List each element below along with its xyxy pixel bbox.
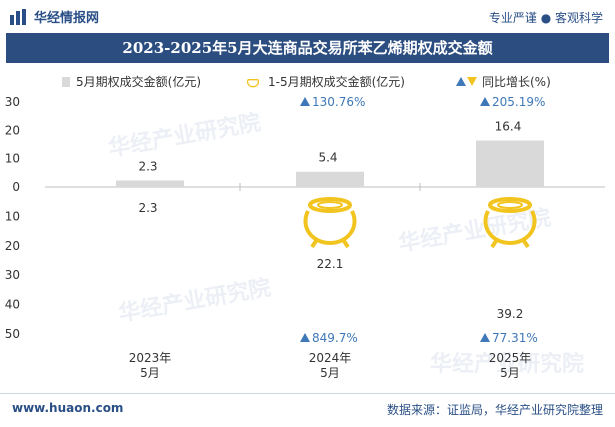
footer-divider: [0, 393, 615, 394]
bar-monthly: [476, 140, 544, 187]
growth-label-monthly: 130.76%: [312, 95, 365, 109]
top-bar: 华经情报网 专业严谨 ● 客观科学: [0, 0, 615, 32]
growth-label-cumulative: 77.31%: [492, 331, 538, 345]
y-tick-label: 0: [12, 180, 20, 194]
data-label-monthly: 16.4: [495, 120, 522, 134]
legend-swatch-monthly: [62, 77, 70, 87]
gold-pot-icon: [303, 197, 357, 249]
slogan: 专业严谨 ● 客观科学: [488, 11, 603, 25]
footer-source: 数据来源：证监局，华经产业研究院整理: [386, 403, 603, 417]
y-tick-label: 30: [5, 95, 20, 109]
bar-monthly: [296, 171, 364, 187]
brand-name: 华经情报网: [34, 11, 100, 26]
x-tick-label: 5月: [320, 366, 340, 380]
watermark-4: 华经产业研究院: [430, 351, 584, 377]
growth-triangle-up-icon: [300, 97, 310, 106]
legend-gold-pot-icon: [246, 79, 260, 88]
chart-title: 2023-2025年5月大连商品交易所苯乙烯期权成交金额: [6, 33, 609, 63]
legend-label-growth: 同比增长(%): [482, 75, 551, 89]
chart: 华经产业研究院 华经产业研究院 华经产业研究院 华经产业研究院 5月期权成交金额…: [5, 74, 605, 380]
x-tick-label: 5月: [500, 366, 520, 380]
y-tick-label: 30: [5, 268, 20, 282]
data-label-monthly: 5.4: [318, 151, 337, 165]
watermark-1: 华经产业研究院: [107, 110, 263, 162]
watermark-3: 华经产业研究院: [117, 275, 273, 327]
x-tick-label: 2023年: [129, 351, 172, 365]
y-tick-label: 10: [5, 209, 20, 223]
marks: 2.3 5.4 130.76% 16.4 205.19% 2.3 22.1 849.7% 39.…: [116, 95, 545, 345]
growth-triangle-up-icon: [300, 333, 310, 342]
growth-triangle-up-icon: [480, 97, 490, 106]
growth-label-monthly: 205.19%: [492, 95, 545, 109]
bar-monthly: [116, 180, 184, 187]
y-tick-label: 50: [5, 327, 20, 341]
watermark-2: 华经产业研究院: [397, 205, 553, 257]
legend-triangle-down-icon: [467, 77, 477, 86]
x-tick-label: 2025年: [489, 351, 532, 365]
data-label-cumulative: 2.3: [138, 201, 157, 215]
data-label-cumulative: 22.1: [317, 257, 344, 271]
data-label-cumulative: 39.2: [497, 307, 524, 321]
x-tick-label: 5月: [140, 366, 160, 380]
y-tick-label: 20: [5, 239, 20, 253]
y-tick-label: 20: [5, 123, 20, 137]
legend-label-cumulative: 1-5月期权成交金额(亿元): [268, 74, 405, 89]
bar-logo-icon: [10, 8, 26, 25]
y-tick-label: 40: [5, 298, 20, 312]
x-tick-label: 2024年: [309, 351, 352, 365]
legend-label-monthly: 5月期权成交金额(亿元): [76, 74, 201, 89]
data-label-monthly: 2.3: [138, 159, 157, 173]
y-tick-label: 10: [5, 152, 20, 166]
growth-triangle-up-icon: [480, 333, 490, 342]
brand: 华经情报网: [10, 7, 99, 26]
legend: 5月期权成交金额(亿元) 1-5月期权成交金额(亿元) 同比增长(%): [62, 74, 551, 89]
gold-pot-icon: [483, 197, 537, 249]
footer-site: www.huaon.com: [12, 401, 124, 415]
legend-triangle-up-icon: [456, 77, 466, 86]
growth-label-cumulative: 849.7%: [312, 331, 358, 345]
